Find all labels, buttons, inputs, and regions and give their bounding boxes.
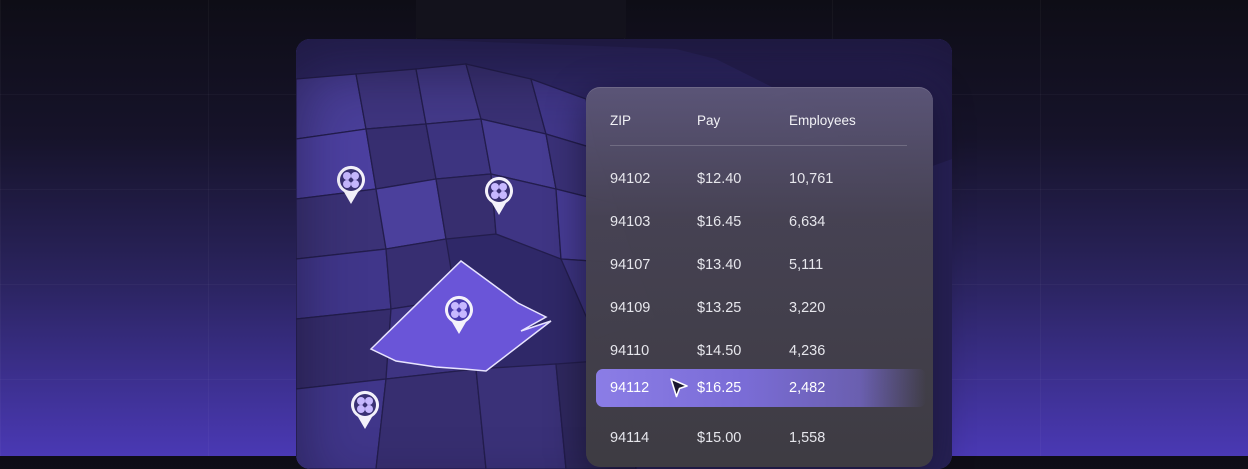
cell-zip: 94107	[610, 257, 651, 273]
column-header-zip[interactable]: ZIP	[610, 113, 632, 128]
pointer-cursor-icon	[670, 378, 688, 398]
flower-icon	[485, 176, 513, 215]
column-header-employees[interactable]: Employees	[789, 113, 856, 128]
cell-zip: 94102	[610, 171, 651, 187]
map-pin[interactable]	[483, 175, 515, 217]
table-row[interactable]: 94109 $13.25 3,220	[586, 288, 933, 328]
cell-employees: 3,220	[789, 300, 826, 316]
cell-zip: 94112	[610, 380, 650, 396]
table-row[interactable]: 94114 $15.00 1,558	[586, 418, 933, 458]
cell-employees: 5,111	[789, 257, 824, 273]
cell-employees: 1,558	[789, 430, 826, 446]
table-row[interactable]: 94103 $16.45 6,634	[586, 202, 933, 242]
cell-employees: 2,482	[789, 380, 826, 396]
header-divider	[610, 145, 907, 146]
table-row[interactable]: 94110 $14.50 4,236	[586, 331, 933, 371]
cell-zip: 94109	[610, 300, 651, 316]
table-header: ZIP Pay Employees	[586, 87, 933, 145]
cell-zip: 94103	[610, 214, 651, 230]
cell-employees: 10,761	[789, 171, 834, 187]
column-header-pay[interactable]: Pay	[697, 113, 721, 128]
map-pin[interactable]	[443, 294, 475, 336]
cell-employees: 4,236	[789, 343, 826, 359]
cell-pay: $14.50	[697, 343, 742, 359]
table-row[interactable]: 94107 $13.40 5,111	[586, 245, 933, 285]
flower-icon	[351, 390, 379, 429]
background-strip	[416, 0, 626, 38]
cell-pay: $13.40	[697, 257, 742, 273]
cell-pay: $16.45	[697, 214, 742, 230]
table-row[interactable]: 94102 $12.40 10,761	[586, 159, 933, 199]
cell-pay: $16.25	[697, 380, 742, 396]
cell-pay: $13.25	[697, 300, 742, 316]
cell-employees: 6,634	[789, 214, 826, 230]
table-row-selected[interactable]: 94112 $16.25 2,482	[596, 369, 926, 407]
map-pin[interactable]	[335, 164, 367, 206]
flower-icon	[337, 165, 365, 204]
flower-icon	[445, 295, 473, 334]
cell-pay: $15.00	[697, 430, 742, 446]
zip-data-panel: ZIP Pay Employees 94102 $12.40 10,761 94…	[586, 87, 933, 467]
cell-zip: 94114	[610, 430, 650, 446]
map-pin[interactable]	[349, 389, 381, 431]
cell-zip: 94110	[610, 343, 650, 359]
cell-pay: $12.40	[697, 171, 742, 187]
